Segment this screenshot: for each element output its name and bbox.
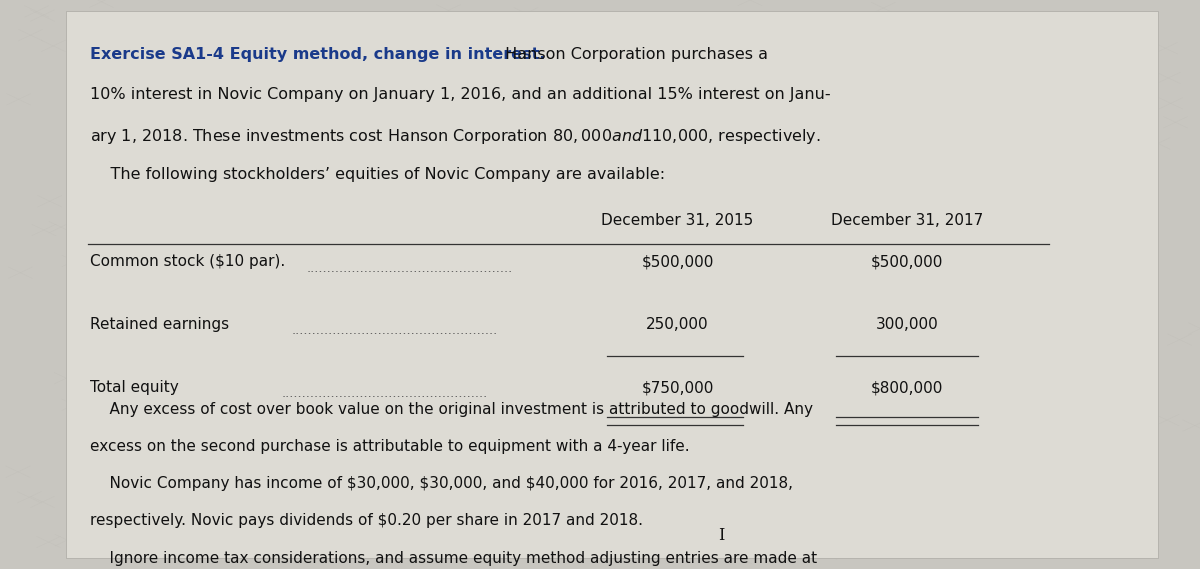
- Text: December 31, 2015: December 31, 2015: [601, 213, 754, 229]
- Text: Any excess of cost over book value on the original investment is attributed to g: Any excess of cost over book value on th…: [90, 402, 814, 417]
- Text: respectively. Novic pays dividends of $0.20 per share in 2017 and 2018.: respectively. Novic pays dividends of $0…: [90, 513, 643, 529]
- Text: excess on the second purchase is attributable to equipment with a 4-year life.: excess on the second purchase is attribu…: [90, 439, 690, 454]
- Text: Common stock ($10 par).: Common stock ($10 par).: [90, 254, 286, 270]
- Text: Exercise SA1-4 Equity method, change in interest.: Exercise SA1-4 Equity method, change in …: [90, 47, 546, 62]
- Text: $500,000: $500,000: [871, 254, 943, 270]
- Text: Novic Company has income of $30,000, $30,000, and $40,000 for 2016, 2017, and 20: Novic Company has income of $30,000, $30…: [90, 476, 793, 491]
- Text: ..................................................: ........................................…: [307, 262, 514, 275]
- Text: 300,000: 300,000: [876, 318, 938, 332]
- Text: $500,000: $500,000: [641, 254, 714, 270]
- Text: Total equity: Total equity: [90, 380, 179, 395]
- Text: December 31, 2017: December 31, 2017: [830, 213, 983, 229]
- Text: Hanson Corporation purchases a: Hanson Corporation purchases a: [499, 47, 768, 62]
- Text: Ignore income tax considerations, and assume equity method adjusting entries are: Ignore income tax considerations, and as…: [90, 551, 817, 566]
- Text: I: I: [718, 527, 725, 544]
- Text: 250,000: 250,000: [647, 318, 709, 332]
- Text: Retained earnings: Retained earnings: [90, 318, 229, 332]
- Text: $800,000: $800,000: [871, 380, 943, 395]
- Text: ..................................................: ........................................…: [281, 387, 487, 400]
- Text: The following stockholders’ equities of Novic Company are available:: The following stockholders’ equities of …: [90, 167, 665, 182]
- Text: $750,000: $750,000: [641, 380, 714, 395]
- Text: ary 1, 2018. These investments cost Hanson Corporation $80,000 and $110,000, res: ary 1, 2018. These investments cost Hans…: [90, 127, 821, 146]
- Text: 10% interest in Novic Company on January 1, 2016, and an additional 15% interest: 10% interest in Novic Company on January…: [90, 86, 830, 102]
- Text: ..................................................: ........................................…: [292, 324, 498, 337]
